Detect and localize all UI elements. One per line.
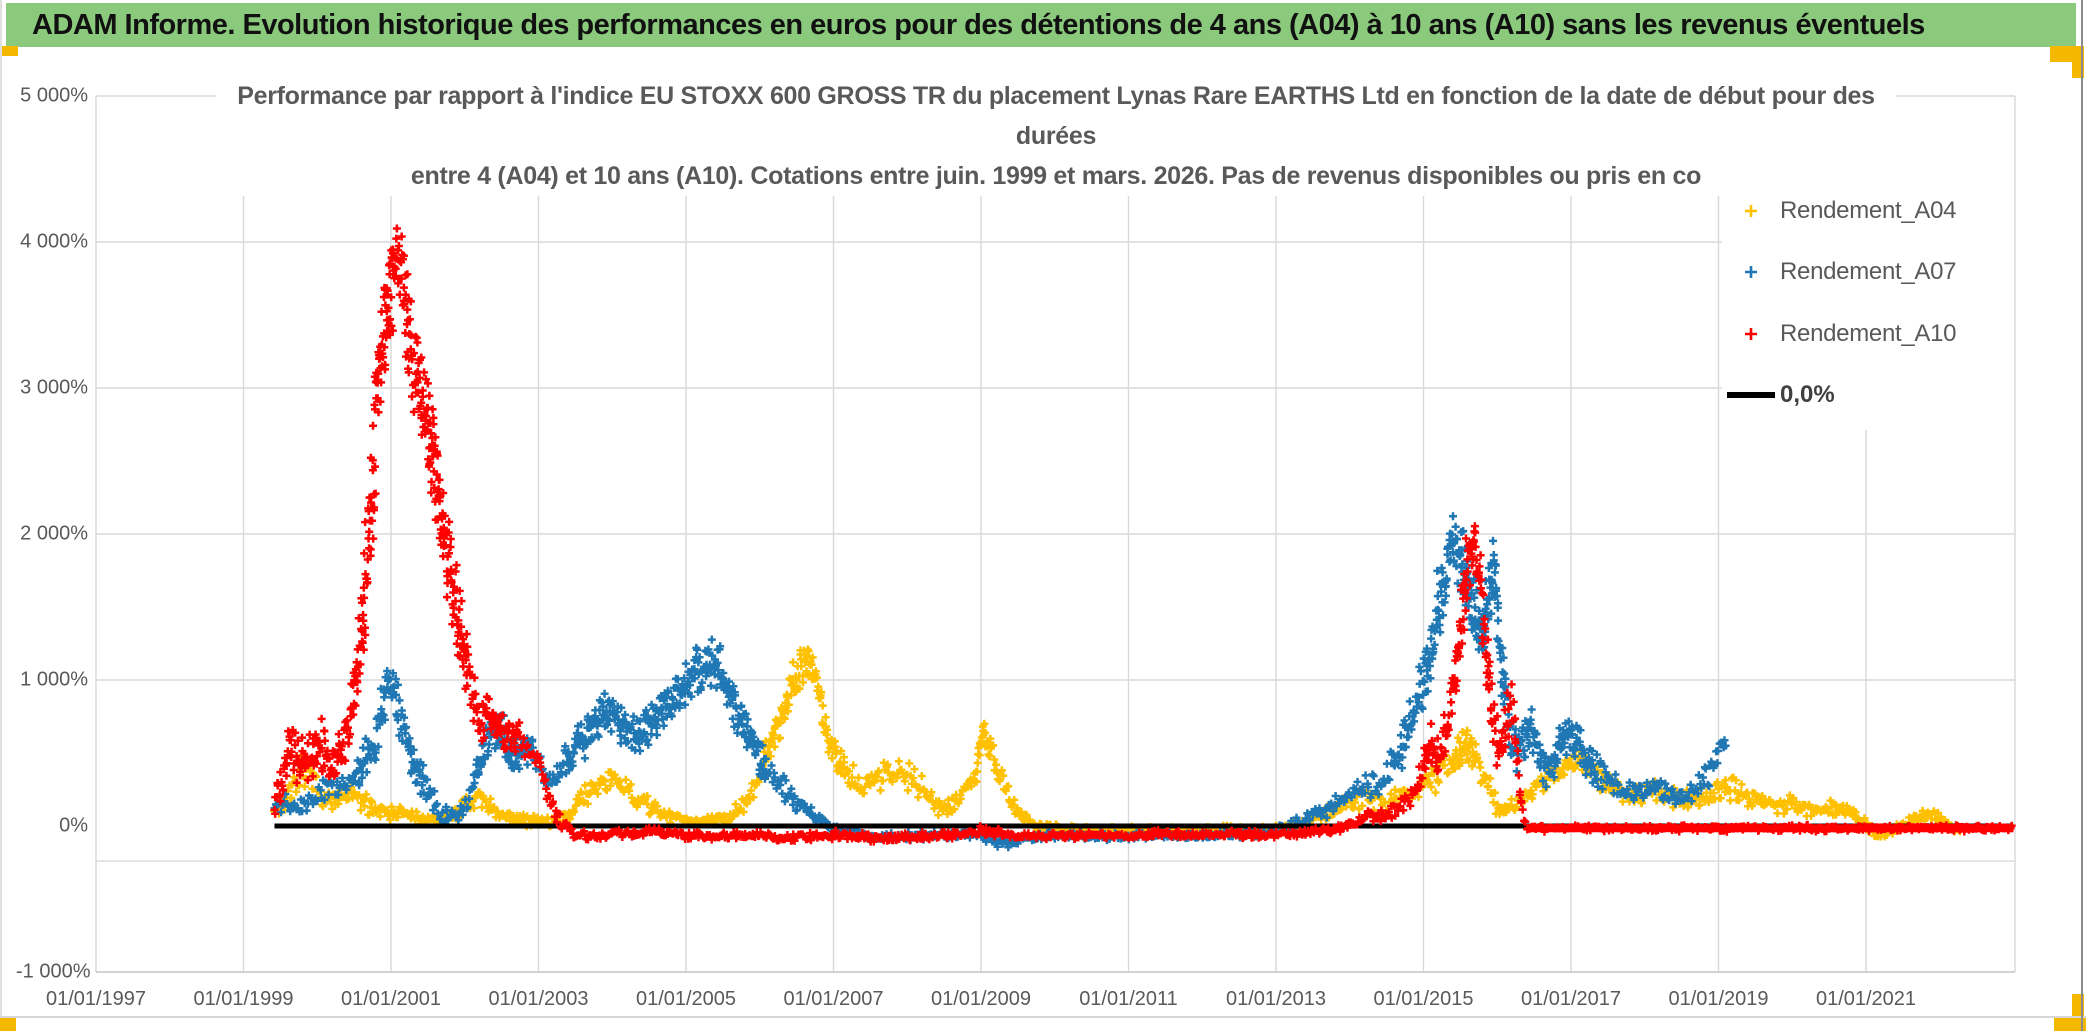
plus-marker-icon xyxy=(1722,265,1780,279)
chart-title-line2: entre 4 (A04) et 10 ans (A10). Cotations… xyxy=(410,162,1702,190)
chart-title: Performance par rapport à l'indice EU ST… xyxy=(216,76,1896,196)
x-axis-label: 01/01/2011 xyxy=(1079,988,1178,1010)
accent-bottom-right-horizontal xyxy=(2054,1016,2086,1031)
x-axis-label: 01/01/2015 xyxy=(1373,988,1474,1010)
accent-top-left xyxy=(2,46,18,56)
x-axis-label: 01/01/1999 xyxy=(193,988,294,1010)
plus-marker-icon xyxy=(1722,327,1780,341)
chart-legend: Rendement_A04 Rendement_A07 Rendement_A1… xyxy=(1722,176,2014,430)
x-axis-label: 01/01/1997 xyxy=(45,988,147,1010)
x-axis-label: 01/01/2001 xyxy=(340,988,442,1010)
y-axis-label: 5 000% xyxy=(20,84,88,107)
legend-item-rendement-a07[interactable]: Rendement_A07 xyxy=(1722,247,2014,297)
y-axis-label: 2 000% xyxy=(20,522,88,545)
x-axis-label: 01/01/2017 xyxy=(1520,988,1622,1010)
plus-marker-icon xyxy=(1722,204,1780,218)
legend-label: Rendement_A07 xyxy=(1780,258,1957,286)
legend-label: Rendement_A04 xyxy=(1780,197,1957,224)
accent-bottom-left xyxy=(0,1016,16,1031)
x-axis-label: 01/01/2019 xyxy=(1668,988,1769,1010)
x-axis-label: 01/01/2005 xyxy=(635,988,737,1010)
page-left-border xyxy=(0,0,2,1031)
report-title: ADAM Informe. Evolution historique des p… xyxy=(32,8,1925,41)
legend-label: 0,0% xyxy=(1780,380,1835,408)
legend-item-zero-line[interactable]: 0,0% xyxy=(1722,370,2014,420)
bottom-separator-line xyxy=(0,1016,2086,1018)
y-axis-label: 4 000% xyxy=(20,230,88,253)
legend-item-rendement-a10[interactable]: Rendement_A10 xyxy=(1722,309,2014,359)
y-axis-label: -1 000% xyxy=(16,960,91,983)
y-axis-label: 3 000% xyxy=(20,376,88,399)
report-header: ADAM Informe. Evolution historique des p… xyxy=(6,3,2076,47)
x-axis-label: 01/01/2013 xyxy=(1225,988,1327,1010)
chart-title-line1: Performance par rapport à l'indice EU ST… xyxy=(237,82,1875,150)
legend-label: Rendement_A10 xyxy=(1780,319,1957,347)
x-axis-label: 01/01/2003 xyxy=(488,988,589,1010)
x-axis-label: 01/01/2007 xyxy=(783,988,884,1010)
y-axis-label: 0% xyxy=(59,814,88,837)
y-axis-label: 1 000% xyxy=(20,668,88,691)
data-series-layer xyxy=(269,224,2016,852)
legend-item-rendement-a04[interactable]: Rendement_A04 xyxy=(1722,186,2014,236)
x-axis-label: 01/01/2009 xyxy=(930,988,1032,1010)
x-axis-label: 01/01/2021 xyxy=(1815,988,1917,1010)
page-right-border xyxy=(2081,0,2083,1031)
zero-line-icon xyxy=(1727,391,1775,398)
